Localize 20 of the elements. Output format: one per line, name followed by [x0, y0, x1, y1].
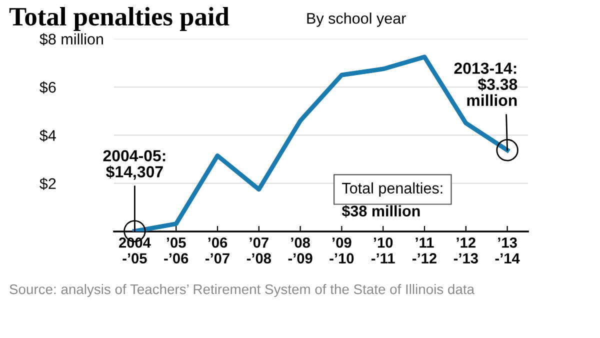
x-tick-label: ’12 -’13: [454, 237, 478, 264]
y-tick-label: $8 million: [40, 33, 103, 46]
annotation: 2013-14: $3.38 million: [454, 62, 518, 106]
x-tick-label: ’05 -’06: [164, 237, 188, 264]
x-tick-label: ’07 -’08: [246, 237, 272, 264]
y-tick-label: $2: [40, 178, 56, 190]
x-tick-label: 2004 -’05: [118, 237, 151, 264]
annotation: 2004-05: $14,307: [103, 150, 166, 180]
x-tick-label: ’09 -’10: [330, 237, 354, 264]
chart-subtitle: By school year: [307, 12, 406, 27]
x-tick-label: ’11 -’12: [412, 238, 436, 264]
annotation: Total penalties: $38 million: [342, 182, 442, 218]
x-tick-label: ’13 -’14: [495, 237, 520, 264]
chart-title: Total penalties paid: [9, 7, 230, 31]
y-tick-label: $6: [40, 81, 56, 94]
x-tick-label: ’10 -’11: [372, 237, 395, 264]
source-note: Source: analysis of Teachers’ Retirement System of the State of Illinois data: [10, 284, 475, 297]
x-tick-label: ’08 -’09: [288, 237, 312, 264]
x-tick-label: ’06 -’07: [206, 237, 230, 264]
y-tick-label: $4: [40, 129, 56, 142]
